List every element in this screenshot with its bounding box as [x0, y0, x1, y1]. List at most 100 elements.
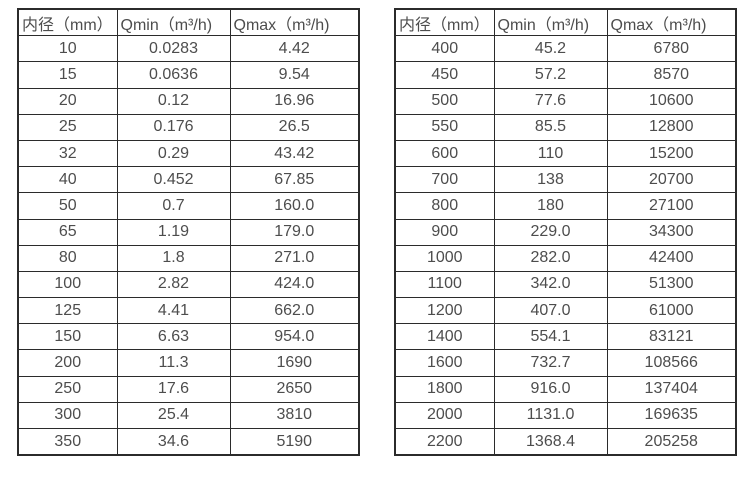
- table-cell: 1800: [394, 375, 495, 403]
- table-cell: 83121: [606, 323, 737, 351]
- table-cell: 50: [17, 192, 118, 220]
- table-cell: 25.4: [116, 401, 231, 430]
- table-cell: 1000: [394, 244, 495, 272]
- table-row: 1100 342.0 51300: [394, 270, 737, 299]
- table-cell: 2650: [229, 375, 360, 403]
- table-cell: 282.0: [493, 244, 608, 272]
- table-cell: 554.1: [493, 323, 608, 351]
- table-row: 2200 1368.4 205258: [394, 428, 737, 456]
- table-row: 450 57.2 8570: [394, 61, 737, 89]
- table-row: 900 229.0 34300: [394, 218, 737, 246]
- table-cell: 916.0: [493, 375, 608, 403]
- table-cell: 125: [17, 297, 118, 325]
- table-cell: 205258: [606, 428, 737, 456]
- table-cell: 45.2: [493, 35, 608, 63]
- table-cell: 77.6: [493, 87, 608, 115]
- table-cell: 34300: [606, 218, 737, 246]
- table-cell: 2000: [394, 401, 495, 430]
- table-row: 100 2.82 424.0: [17, 270, 360, 299]
- table-cell: 150: [17, 323, 118, 351]
- table-cell: 407.0: [493, 297, 608, 325]
- table-row: 800 180 27100: [394, 192, 737, 220]
- table-row: 550 85.5 12800: [394, 113, 737, 141]
- table-cell: 100: [17, 270, 118, 299]
- header-cell: 内径（mm）: [394, 8, 495, 37]
- table-row: 65 1.19 179.0: [17, 218, 360, 246]
- header-cell: Qmax（m³/h): [606, 8, 737, 37]
- table-cell: 57.2: [493, 61, 608, 89]
- table-cell: 5190: [229, 428, 360, 456]
- table-row: 300 25.4 3810: [17, 401, 360, 430]
- table-header: 内径（mm） Qmin（m³/h) Qmax（m³/h): [394, 8, 737, 37]
- table-row: 600 110 15200: [394, 139, 737, 168]
- table-cell: 0.176: [116, 113, 231, 141]
- table-row: 40 0.452 67.85: [17, 166, 360, 194]
- table-cell: 4.41: [116, 297, 231, 325]
- table-cell: 300: [17, 401, 118, 430]
- table-cell: 1131.0: [493, 401, 608, 430]
- table-cell: 1600: [394, 349, 495, 377]
- table-row: 400 45.2 6780: [394, 35, 737, 63]
- table-cell: 271.0: [229, 244, 360, 272]
- table-cell: 12800: [606, 113, 737, 141]
- table-cell: 229.0: [493, 218, 608, 246]
- header-cell: Qmin（m³/h): [116, 8, 231, 37]
- table-cell: 2200: [394, 428, 495, 456]
- table-cell: 169635: [606, 401, 737, 430]
- table-cell: 80: [17, 244, 118, 272]
- table-cell: 3810: [229, 401, 360, 430]
- table-cell: 500: [394, 87, 495, 115]
- table-cell: 342.0: [493, 270, 608, 299]
- table-cell: 900: [394, 218, 495, 246]
- table-cell: 27100: [606, 192, 737, 220]
- table-cell: 0.452: [116, 166, 231, 194]
- large-diameter-table: 内径（mm） Qmin（m³/h) Qmax（m³/h) 400 45.2 6780 45…: [394, 8, 737, 457]
- table-cell: 26.5: [229, 113, 360, 141]
- table-cell: 179.0: [229, 218, 360, 246]
- table-cell: 137404: [606, 375, 737, 403]
- table-row: 2000 1131.0 169635: [394, 401, 737, 430]
- table-cell: 160.0: [229, 192, 360, 220]
- table-cell: 2.82: [116, 270, 231, 299]
- table-row: 1200 407.0 61000: [394, 297, 737, 325]
- table-row: 1800 916.0 137404: [394, 375, 737, 403]
- header-cell: Qmin（m³/h): [493, 8, 608, 37]
- table-cell: 600: [394, 139, 495, 168]
- table-cell: 180: [493, 192, 608, 220]
- small-diameter-table: 内径（mm） Qmin（m³/h) Qmax（m³/h) 10 0.0283 4.42 1…: [17, 8, 360, 457]
- table-cell: 8570: [606, 61, 737, 89]
- table-row: 350 34.6 5190: [17, 428, 360, 456]
- table-cell: 0.12: [116, 87, 231, 115]
- table-row: 1600 732.7 108566: [394, 349, 737, 377]
- table-row: 10 0.0283 4.42: [17, 35, 360, 63]
- table-cell: 20: [17, 87, 118, 115]
- table-cell: 200: [17, 349, 118, 377]
- table-row: 200 11.3 1690: [17, 349, 360, 377]
- table-cell: 1400: [394, 323, 495, 351]
- table-row: 125 4.41 662.0: [17, 297, 360, 325]
- table-cell: 10600: [606, 87, 737, 115]
- table-row: 25 0.176 26.5: [17, 113, 360, 141]
- table-cell: 400: [394, 35, 495, 63]
- table-cell: 65: [17, 218, 118, 246]
- table-row: 150 6.63 954.0: [17, 323, 360, 351]
- table-row: 15 0.0636 9.54: [17, 61, 360, 89]
- header-cell: 内径（mm）: [17, 8, 118, 37]
- table-cell: 15: [17, 61, 118, 89]
- table-cell: 250: [17, 375, 118, 403]
- table-cell: 1100: [394, 270, 495, 299]
- table-cell: 732.7: [493, 349, 608, 377]
- table-row: 50 0.7 160.0: [17, 192, 360, 220]
- table-cell: 16.96: [229, 87, 360, 115]
- table-cell: 1200: [394, 297, 495, 325]
- table-row: 80 1.8 271.0: [17, 244, 360, 272]
- table-cell: 0.29: [116, 139, 231, 168]
- table-body: 400 45.2 6780 450 57.2 8570 500 77.6 10600 550 85.…: [394, 35, 737, 456]
- table-cell: 0.0283: [116, 35, 231, 63]
- table-row: 500 77.6 10600: [394, 87, 737, 115]
- table-cell: 1368.4: [493, 428, 608, 456]
- table-cell: 800: [394, 192, 495, 220]
- table-cell: 4.42: [229, 35, 360, 63]
- table-cell: 1690: [229, 349, 360, 377]
